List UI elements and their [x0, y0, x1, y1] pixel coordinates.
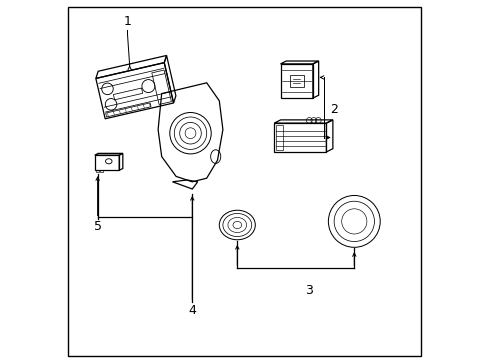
Text: 1: 1	[123, 15, 131, 28]
Text: 2: 2	[330, 103, 338, 116]
Text: 4: 4	[188, 304, 196, 317]
Bar	[96, 170, 99, 172]
Text: 3: 3	[305, 284, 313, 297]
Bar	[289, 75, 303, 87]
Bar	[101, 170, 103, 172]
Text: 5: 5	[93, 220, 102, 233]
Bar	[275, 125, 282, 150]
